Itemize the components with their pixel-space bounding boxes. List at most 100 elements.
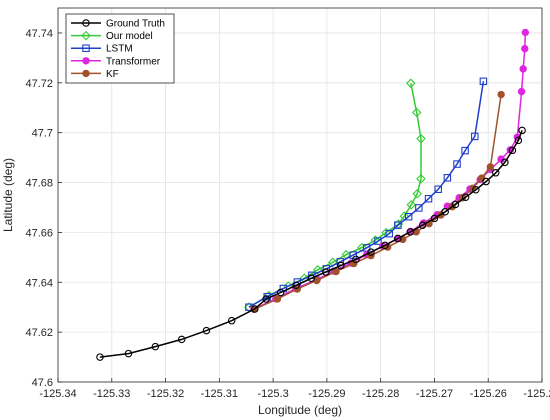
data-point bbox=[434, 185, 442, 194]
legend-label: Transformer bbox=[106, 56, 161, 67]
data-point bbox=[486, 163, 495, 171]
data-point bbox=[471, 132, 479, 141]
x-tick-label: -125.3 bbox=[258, 388, 289, 400]
x-tick-label: -125.32 bbox=[147, 388, 184, 400]
x-tick-label: -125.27 bbox=[416, 388, 453, 400]
data-point bbox=[385, 229, 394, 238]
data-point bbox=[411, 107, 422, 118]
data-point bbox=[307, 274, 316, 283]
y-tick-label: 47.74 bbox=[25, 28, 53, 40]
series-layer bbox=[96, 28, 530, 361]
legend-marker bbox=[82, 44, 90, 52]
data-point bbox=[441, 207, 449, 216]
data-point bbox=[443, 174, 452, 182]
data-point bbox=[461, 146, 469, 155]
legend-marker bbox=[81, 30, 91, 41]
x-tick-label: -125.34 bbox=[39, 388, 76, 400]
y-tick-label: 47.62 bbox=[25, 327, 53, 339]
data-point bbox=[322, 268, 330, 276]
x-tick-label: -125.31 bbox=[201, 388, 238, 400]
data-point bbox=[292, 281, 300, 290]
legend-item: Transformer bbox=[71, 56, 161, 67]
data-point bbox=[312, 265, 323, 275]
data-point bbox=[357, 242, 367, 253]
x-tick-label: -125.25 bbox=[523, 388, 550, 400]
data-point bbox=[96, 353, 104, 361]
data-point bbox=[412, 188, 423, 199]
data-point bbox=[415, 204, 423, 212]
series-ground-truth bbox=[96, 126, 526, 361]
x-axis-ticks: -125.34 -125.33 -125.32 -125.31 -125.3 -125.2… bbox=[39, 378, 550, 400]
legend-marker bbox=[82, 69, 90, 78]
data-point bbox=[177, 335, 186, 344]
data-point bbox=[227, 316, 236, 325]
data-point bbox=[482, 177, 490, 186]
y-tick-label: 47.7 bbox=[32, 128, 53, 140]
data-point bbox=[374, 237, 382, 245]
legend-item: KF bbox=[71, 69, 119, 80]
data-point bbox=[424, 194, 433, 203]
data-point bbox=[517, 87, 526, 96]
data-point bbox=[479, 77, 488, 86]
data-point bbox=[514, 136, 523, 145]
data-point bbox=[202, 326, 211, 335]
legend-marker bbox=[82, 57, 90, 65]
data-point bbox=[430, 214, 439, 223]
data-point bbox=[352, 255, 360, 264]
data-point bbox=[451, 200, 460, 209]
legend-label: Ground Truth bbox=[106, 19, 165, 30]
data-point bbox=[521, 44, 529, 53]
legend-item: LSTM bbox=[71, 44, 133, 55]
data-point bbox=[251, 305, 259, 313]
y-axis-label: Latitude (deg) bbox=[1, 158, 15, 232]
x-tick-label: -125.28 bbox=[362, 388, 399, 400]
y-tick-label: 47.68 bbox=[25, 178, 53, 190]
data-point bbox=[453, 160, 461, 168]
data-point bbox=[461, 193, 470, 201]
data-point bbox=[151, 342, 160, 351]
data-point bbox=[381, 241, 389, 250]
data-point bbox=[501, 158, 509, 167]
data-point bbox=[472, 186, 480, 194]
series-line bbox=[99, 130, 523, 358]
data-point bbox=[394, 221, 402, 229]
data-point bbox=[521, 28, 530, 37]
legend-marker bbox=[82, 19, 90, 27]
data-point bbox=[416, 133, 426, 144]
data-point bbox=[336, 258, 345, 266]
y-axis-ticks: 47.6 47.62 47.64 47.66 47.68 47.7 47.72 47.74 bbox=[25, 28, 62, 389]
data-point bbox=[367, 248, 375, 256]
data-point bbox=[406, 78, 416, 89]
x-axis-label: Longitude (deg) bbox=[258, 403, 342, 417]
data-point bbox=[519, 65, 527, 73]
plot-frame bbox=[57, 7, 543, 383]
x-tick-label: -125.29 bbox=[308, 388, 345, 400]
x-tick-label: -125.26 bbox=[470, 388, 507, 400]
data-point bbox=[518, 126, 526, 135]
data-point bbox=[273, 295, 282, 303]
data-point bbox=[416, 174, 426, 184]
data-point bbox=[406, 199, 417, 210]
series-kf bbox=[250, 90, 505, 313]
data-point bbox=[262, 295, 270, 303]
legend-item: Our model bbox=[71, 30, 153, 42]
data-point bbox=[337, 261, 345, 270]
data-point bbox=[478, 174, 486, 182]
x-tick-label: -125.33 bbox=[93, 388, 130, 400]
y-tick-label: 47.6 bbox=[32, 377, 53, 389]
y-tick-label: 47.66 bbox=[25, 227, 53, 239]
y-tick-label: 47.72 bbox=[25, 78, 53, 90]
legend-label: LSTM bbox=[106, 44, 133, 55]
data-point bbox=[276, 288, 285, 297]
legend-label: Our model bbox=[106, 31, 153, 42]
data-point bbox=[508, 146, 517, 155]
data-point bbox=[406, 228, 414, 236]
data-point bbox=[404, 212, 413, 221]
data-point bbox=[492, 169, 500, 177]
legend-label: KF bbox=[106, 69, 119, 80]
series-line bbox=[248, 81, 485, 308]
data-point bbox=[124, 349, 133, 358]
